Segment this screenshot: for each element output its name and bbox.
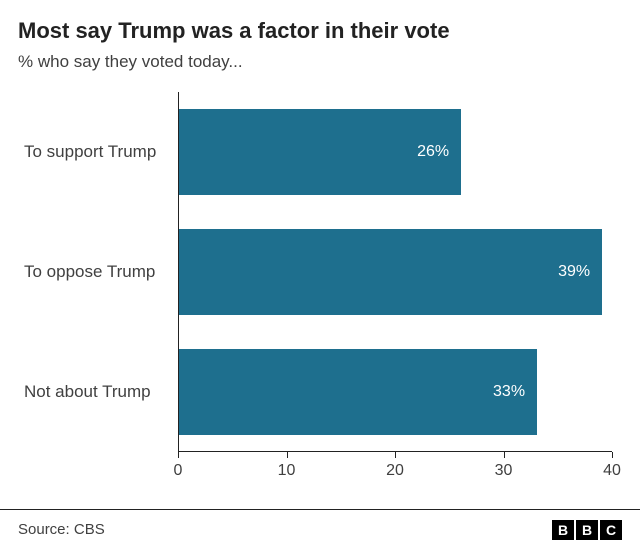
bbc-logo-letter: C bbox=[600, 520, 622, 540]
bar-value-label: 39% bbox=[558, 263, 602, 281]
bar: 39% bbox=[179, 229, 602, 315]
bar-value-label: 33% bbox=[493, 383, 537, 401]
x-tick bbox=[395, 452, 396, 458]
bar-value-label: 26% bbox=[417, 143, 461, 161]
chart-subtitle: % who say they voted today... bbox=[18, 52, 622, 72]
footer: Source: CBS B B C bbox=[0, 509, 640, 549]
x-tick-label: 0 bbox=[174, 462, 183, 480]
bar: 26% bbox=[179, 109, 461, 195]
x-tick-label: 20 bbox=[386, 462, 404, 480]
x-tick bbox=[504, 452, 505, 458]
source-text: Source: CBS bbox=[18, 521, 105, 538]
chart-title: Most say Trump was a factor in their vot… bbox=[18, 18, 622, 44]
x-tick-label: 40 bbox=[603, 462, 621, 480]
chart: To support Trump To oppose Trump Not abo… bbox=[18, 92, 622, 492]
bbc-logo-letter: B bbox=[576, 520, 598, 540]
bbc-logo: B B C bbox=[552, 520, 622, 540]
chart-plot-area: 26% 39% 33% 010203040 bbox=[178, 92, 612, 452]
x-tick bbox=[178, 452, 179, 458]
bar: 33% bbox=[179, 349, 537, 435]
x-tick-label: 30 bbox=[495, 462, 513, 480]
bbc-logo-letter: B bbox=[552, 520, 574, 540]
x-tick bbox=[612, 452, 613, 458]
x-tick bbox=[287, 452, 288, 458]
category-label: To support Trump bbox=[18, 142, 168, 162]
category-label: Not about Trump bbox=[18, 382, 168, 402]
x-tick-label: 10 bbox=[278, 462, 296, 480]
category-label: To oppose Trump bbox=[18, 262, 168, 282]
